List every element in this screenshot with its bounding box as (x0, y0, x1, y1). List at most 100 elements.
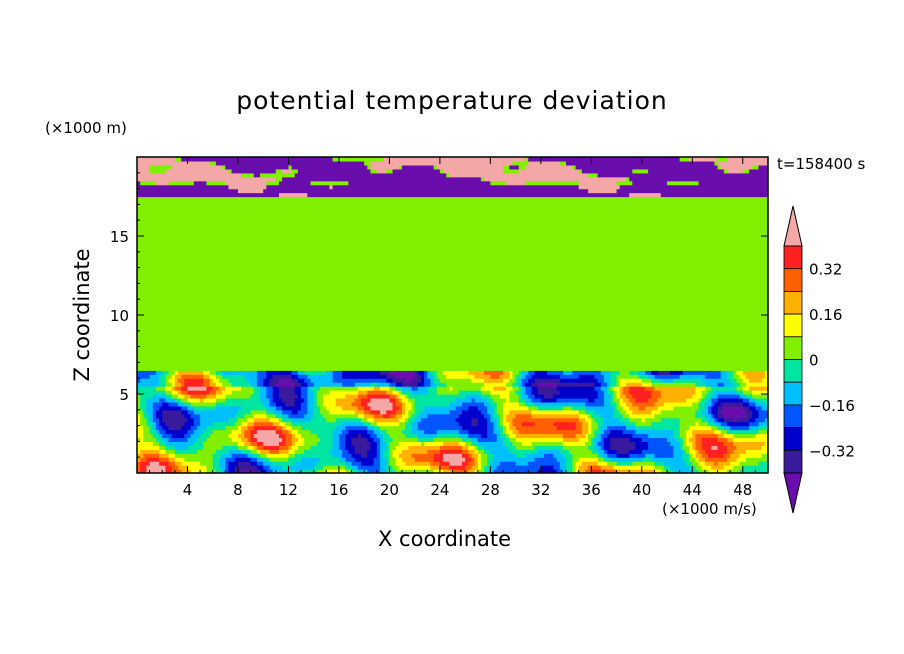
heatmap-cell (433, 453, 444, 458)
heatmap-cell (307, 386, 312, 391)
heatmap-cell (603, 397, 611, 403)
heatmap-cell (465, 465, 473, 470)
heatmap-cell (237, 461, 252, 466)
heatmap-cell (209, 390, 217, 395)
colorbar-box (783, 290, 803, 315)
heatmap-cell (155, 421, 160, 427)
heatmap-cell (275, 168, 283, 174)
heatmap-cell (509, 394, 520, 399)
heatmap-cell (708, 417, 715, 423)
heatmap-cell (692, 445, 697, 450)
heatmap-cell (673, 378, 703, 383)
heatmap-cell (149, 164, 173, 170)
x-tick-label: 8 (233, 481, 243, 499)
heatmap-cell (534, 445, 564, 450)
heatmap-cell (638, 405, 646, 411)
colorbar-box (783, 336, 803, 360)
heatmap-cell (698, 405, 706, 411)
heatmap-cell (291, 445, 299, 450)
heatmap-cell (726, 168, 744, 174)
heatmap-cell (200, 461, 214, 466)
heatmap-cell (351, 401, 362, 407)
heatmap-cell (679, 157, 690, 162)
heatmap-cell (222, 445, 239, 450)
heatmap-cell (184, 413, 192, 419)
heatmap-cell (165, 382, 173, 387)
heatmap-cell (294, 453, 334, 458)
heatmap-cell (282, 417, 293, 423)
y-tick-label: 15 (110, 228, 129, 246)
heatmap-cell (515, 378, 520, 383)
heatmap-cell (465, 394, 482, 399)
heatmap-cell (165, 421, 185, 427)
heatmap-cell (490, 461, 501, 466)
heatmap-cell (676, 437, 684, 442)
heatmap-cell (187, 390, 211, 395)
heatmap-cell (493, 421, 498, 427)
heatmap-cell (569, 449, 592, 454)
heatmap-cell (575, 469, 580, 473)
heatmap-cell (282, 409, 293, 415)
heatmap-cell (446, 382, 485, 387)
heatmap-cell (610, 394, 614, 399)
heatmap-cell (260, 453, 267, 458)
heatmap-cell (739, 382, 747, 387)
heatmap-cell (137, 362, 768, 367)
heatmap-cell (222, 374, 245, 379)
heatmap-cell (297, 445, 312, 450)
heatmap-cell (597, 378, 605, 383)
heatmap-cell (455, 417, 473, 423)
heatmap-cell (357, 405, 365, 411)
x-axis-label: X coordinate (378, 527, 512, 551)
heatmap-cell (137, 445, 160, 450)
heatmap-cell (509, 397, 520, 403)
heatmap-cell (420, 409, 450, 415)
heatmap-cell (288, 449, 296, 454)
heatmap-cell (231, 429, 242, 435)
heatmap-cell (269, 378, 280, 383)
heatmap-cell (237, 445, 249, 450)
heatmap-cell (704, 413, 712, 419)
heatmap-cell (395, 445, 409, 450)
heatmap-cell (629, 437, 643, 442)
heatmap-cell (395, 401, 403, 407)
heatmap-cell (673, 449, 684, 454)
heatmap-cell (521, 374, 526, 379)
heatmap-cell (370, 382, 378, 387)
heatmap-cell (578, 168, 583, 174)
heatmap-cell (562, 445, 589, 450)
heatmap-cell (272, 394, 280, 399)
heatmap-cell (137, 358, 768, 363)
heatmap-cell (477, 405, 488, 411)
heatmap-cell (405, 401, 413, 407)
heatmap-cell (348, 180, 491, 186)
heatmap-cell (644, 405, 659, 411)
heatmap-cell (152, 405, 160, 411)
heatmap-cell (436, 386, 450, 391)
heatmap-cell (187, 445, 204, 450)
heatmap-cell (465, 441, 473, 446)
heatmap-cell (446, 172, 450, 178)
heatmap-cell (689, 437, 697, 442)
heatmap-cell (553, 421, 577, 427)
heatmap-cell (420, 378, 425, 383)
heatmap-cell (203, 441, 239, 446)
heatmap-cell (241, 437, 249, 442)
heatmap-cell (704, 386, 712, 391)
heatmap-cell (679, 425, 690, 431)
heatmap-cell (531, 374, 561, 379)
heatmap-cell (326, 370, 334, 375)
heatmap-cell (357, 386, 375, 391)
heatmap-cell (417, 433, 438, 439)
heatmap-cell (137, 172, 242, 178)
heatmap-cell (566, 160, 715, 166)
heatmap-cell (244, 413, 255, 419)
heatmap-cell (562, 441, 586, 446)
heatmap-cell (484, 465, 491, 470)
heatmap-cell (137, 326, 768, 332)
heatmap-cell (152, 417, 160, 423)
heatmap-cell (477, 465, 482, 470)
heatmap-cell (137, 212, 768, 217)
heatmap-cell (348, 429, 368, 435)
heatmap-cell (137, 307, 768, 312)
